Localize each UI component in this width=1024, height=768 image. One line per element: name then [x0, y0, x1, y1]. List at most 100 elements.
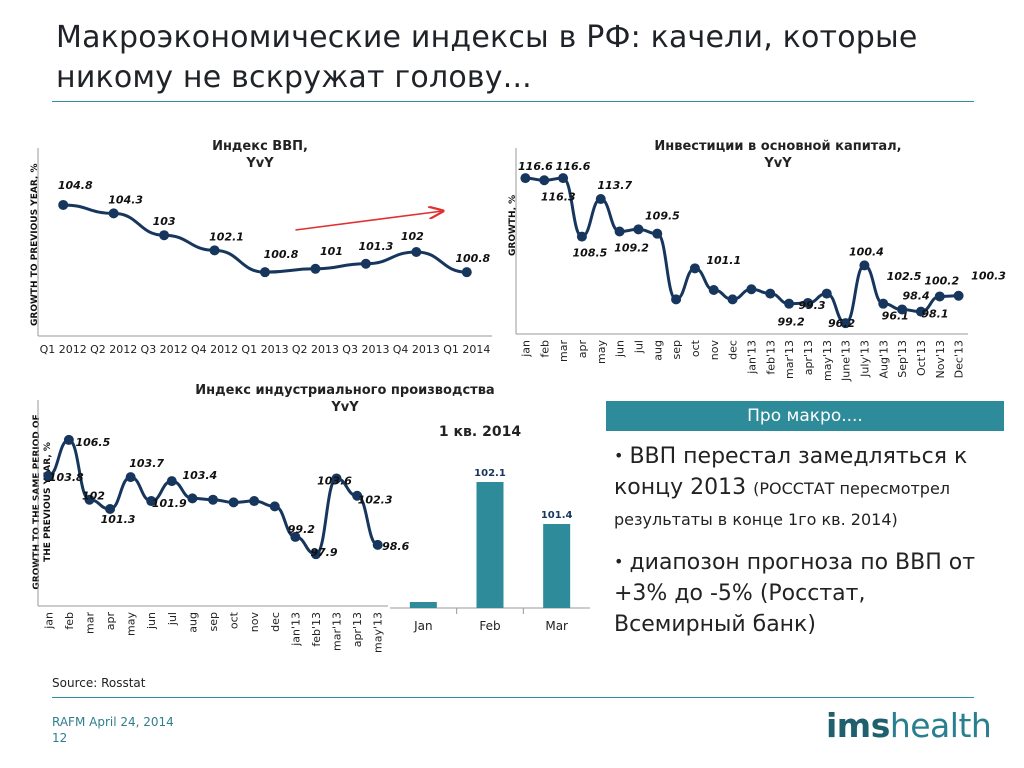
data-label: 102 — [401, 230, 424, 243]
data-point — [159, 230, 170, 241]
bullet-forecast: • диапозон прогноза по ВВП от +3% до -5% … — [614, 546, 1004, 640]
investment-title-line1: Инвестиции в основной капитал, — [654, 139, 902, 154]
data-label: 99.3 — [798, 299, 825, 312]
data-point — [859, 260, 870, 271]
q1-2014-bar-chart: Jan 102.1 Feb 101.4 Mar — [384, 440, 596, 640]
data-label: 104.3 — [108, 193, 143, 206]
tick-label: jun — [145, 612, 158, 630]
data-label: 103.6 — [317, 474, 352, 487]
data-point — [746, 284, 757, 295]
data-point — [372, 539, 383, 550]
tick-label: mar — [557, 340, 570, 362]
data-label: 103.4 — [182, 469, 217, 482]
gdp-chart-title: Индекс ВВП, YvY — [160, 138, 360, 172]
data-label: 102.1 — [209, 230, 244, 243]
data-label: 102.3 — [358, 494, 393, 507]
data-label: 101.3 — [358, 240, 393, 253]
data-label: 99.2 — [778, 316, 805, 329]
tick-label: apr — [104, 612, 117, 631]
slide-title: Макроэкономические индексы в РФ: качели,… — [56, 20, 918, 95]
data-point — [310, 549, 321, 560]
industrial-chart: Индекс индустриального производства YvY … — [30, 380, 495, 660]
data-label: 106.5 — [75, 436, 110, 449]
tick-label: apr'13 — [351, 612, 364, 647]
tick-label: Jan — [413, 619, 433, 633]
footer-date: RAFM April 24, 2014 — [52, 715, 174, 729]
q1-2014-title: 1 кв. 2014 — [438, 424, 522, 440]
data-point — [727, 294, 738, 305]
bullet-dot: • — [614, 446, 624, 465]
data-point — [84, 494, 95, 505]
data-point — [249, 496, 260, 507]
data-label: 104.8 — [58, 179, 93, 192]
logo-bold: ims — [826, 706, 890, 745]
investment-chart-title: Инвестиции в основной капитал, YvY — [628, 138, 928, 172]
imshealth-logo: imshealth — [826, 706, 992, 746]
data-point — [595, 194, 606, 205]
industrial-title-line2: YvY — [331, 400, 359, 415]
investment-plot: 116.6 jan 116.3 feb 116.6 mar 108.5 apr 113.7 may… — [515, 148, 1006, 382]
data-label: 100.8 — [264, 248, 299, 261]
data-point — [166, 476, 177, 487]
data-point — [539, 175, 550, 186]
source-note: Source: Rosstat — [52, 676, 146, 690]
tick-label: Q4 2012 — [191, 343, 238, 356]
data-label: 102 — [82, 490, 105, 503]
tick-label: sep — [207, 612, 220, 631]
data-point — [146, 496, 157, 507]
tick-label: feb — [538, 340, 551, 358]
data-point — [228, 497, 239, 508]
industrial-title-line1: Индекс индустриального производства — [195, 383, 495, 398]
data-point — [614, 226, 625, 237]
gdp-chart: Индекс ВВП, YvY GROWTH TO PREVIOUS YEAR,… — [30, 128, 500, 360]
tick-label: Oct'13 — [915, 340, 928, 376]
tick-label: apr'13 — [802, 340, 815, 375]
data-point — [310, 263, 321, 274]
data-point — [269, 501, 280, 512]
data-point — [260, 267, 270, 278]
data-point — [331, 473, 342, 484]
tick-label: may — [595, 340, 608, 364]
data-label: 103.7 — [129, 457, 164, 470]
data-point — [208, 494, 218, 505]
tick-label: Q1 2014 — [443, 343, 490, 356]
tick-label: Q4 2013 — [393, 343, 440, 356]
data-point — [897, 304, 908, 315]
tick-label: jul — [632, 340, 645, 354]
data-point — [689, 263, 700, 274]
data-point — [802, 297, 813, 308]
data-label: 98.1 — [921, 308, 948, 321]
bullet-forecast-text: диапозон прогноза по ВВП от +3% до -5% (… — [614, 550, 976, 637]
tick-label: Feb — [479, 619, 500, 633]
gdp-title-line2: YvY — [246, 156, 274, 171]
data-label: 108.5 — [573, 247, 608, 260]
data-label: 100.2 — [924, 274, 959, 287]
data-label: 113.7 — [597, 179, 632, 192]
bar — [543, 524, 571, 608]
data-label: 102.1 — [474, 468, 506, 479]
tick-label: may — [125, 612, 138, 636]
tick-label: apr — [576, 340, 589, 359]
macro-bullets: • ВВП перестал замедляться к концу 2013 (… — [614, 440, 1004, 652]
tick-label: jan — [42, 612, 55, 630]
data-point — [576, 231, 587, 242]
data-point — [187, 493, 198, 504]
bar — [476, 482, 504, 608]
data-point — [708, 284, 719, 295]
tick-label: jan'13 — [745, 340, 758, 375]
data-point — [43, 470, 54, 481]
tick-label: feb — [63, 612, 76, 630]
tick-label: feb'13 — [764, 340, 777, 375]
tick-label: Sep'13 — [896, 340, 909, 378]
industrial-chart-title: Индекс индустриального производства YvY — [170, 382, 520, 416]
data-label: 103 — [153, 215, 176, 228]
data-point — [953, 290, 964, 301]
title-divider — [52, 101, 974, 102]
data-label: 101.1 — [706, 254, 741, 267]
macro-panel-header: Про макро.... — [606, 401, 1004, 431]
data-label: 96.2 — [828, 317, 855, 330]
data-point — [411, 247, 422, 257]
data-point — [290, 531, 301, 542]
tick-label: Aug'13 — [877, 340, 890, 379]
gdp-plot: 104.8 Q1 2012 104.3 Q2 2012 103 Q3 2012 102.1 Q… — [37, 148, 492, 356]
